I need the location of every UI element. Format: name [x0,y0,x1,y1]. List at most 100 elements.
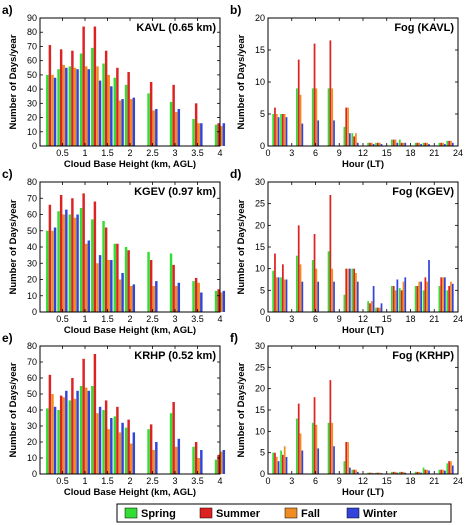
bar-fall-10 [197,282,200,312]
x-tick-label: 3 [172,476,177,486]
bar-summer-6 [116,243,119,312]
x-tick-label: 3 [172,148,177,158]
bar-fall-2 [299,94,302,146]
x-tick-label: 15 [382,314,392,324]
bar-summer-3 [82,358,85,474]
bar-spring-6 [351,268,354,312]
bar-summer-10 [400,290,403,312]
x-tick-label: 3.5 [191,314,204,324]
bar-summer-11 [416,142,419,146]
bar-fall-9 [175,446,178,474]
bar-summer-5 [104,227,108,312]
y-axis-label: Number of Days/year [8,199,19,294]
y-tick-label: 25 [255,362,265,372]
y-tick-label: 0 [32,307,37,317]
bar-winter-11 [222,450,226,474]
bar-summer-12 [424,277,427,312]
x-axis-label: Hour (LT) [342,487,384,498]
y-tick-label: 0 [32,141,37,151]
bar-spring-7 [367,301,369,312]
bar-winter-1 [285,279,288,312]
x-tick-label: 18 [405,476,415,486]
bar-winter-6 [356,471,359,474]
panel-letter: c) [2,167,13,181]
bar-winter-9 [177,438,181,474]
bar-winter-11 [420,144,422,146]
y-tick-label: 0 [32,469,37,479]
bar-summer-3 [82,26,85,147]
bar-spring-5 [102,63,105,147]
x-tick-label: 21 [429,148,439,158]
x-tick-label: 15 [382,148,392,158]
bar-fall-7 [370,301,373,312]
legend-swatch-summer [199,507,213,519]
x-tick-label: 21 [429,476,439,486]
x-tick-label: 18 [405,148,415,158]
y-tick-label: 10 [255,426,265,436]
bar-fall-1 [62,64,65,146]
legend-label-summer: Summer [216,508,261,520]
bar-fall-3 [85,66,88,146]
bar-spring-12 [422,290,425,312]
bar-fall-14 [450,140,452,146]
y-tick-label: 30 [27,258,37,268]
bar-fall-11 [220,292,223,312]
x-tick-label: 3 [289,476,294,486]
x-tick-label: 4 [217,314,222,324]
legend: Spring Summer Fall Winter [116,503,452,523]
x-tick-label: 0.5 [56,148,69,158]
bar-summer-2 [71,378,74,474]
bar-spring-14 [446,140,449,146]
x-tick-label: 3 [289,314,294,324]
legend-label-winter: Winter [363,508,398,520]
y-tick-label: 60 [27,56,37,66]
x-tick-label: 4 [217,476,222,486]
bar-fall-6 [118,100,122,146]
y-tick-label: 5 [260,285,265,295]
bar-spring-1 [280,114,282,146]
bar-winter-5 [348,268,351,312]
bar-spring-13 [438,142,441,146]
bar-winter-0 [53,77,57,146]
bar-spring-2 [68,214,72,312]
bar-fall-4 [96,66,99,146]
bar-winter-2 [301,123,304,146]
bar-fall-4 [96,413,99,474]
bar-spring-0 [46,230,49,312]
x-tick-label: 12 [358,314,368,324]
panel-letter: f) [230,331,238,345]
legend-swatch-winter [346,507,360,519]
bar-winter-13 [443,144,446,146]
bar-spring-1 [280,450,282,474]
bar-winter-5 [110,260,113,312]
x-tick-label: 0.5 [56,476,69,486]
y-tick-label: 20 [27,437,37,447]
bar-spring-9 [169,413,173,474]
x-tick-label: 6 [313,314,318,324]
panel-5: 0 10 20 30 40 50 60 70 80 0.5 1 1.5 2 2.5 3 3.5 4 Cloud B… [2,331,226,498]
bar-winter-2 [301,281,304,312]
bar-winter-14 [451,283,454,312]
bar-winter-10 [404,142,407,146]
bar-winter-10 [404,277,407,312]
bar-fall-8 [378,307,381,312]
bar-winter-6 [121,99,124,146]
y-tick-label: 40 [27,84,37,94]
bar-summer-1 [282,454,284,474]
x-tick-label: 12 [358,148,368,158]
bar-spring-12 [422,142,425,146]
bar-spring-6 [113,416,117,474]
y-tick-label: 80 [27,177,37,187]
panel-6: 0 5 10 15 20 25 30 0 3 6 9 12 15 18 21 24 Hour (LT) Numbe… [230,331,463,498]
bar-summer-10 [400,471,403,474]
bar-winter-11 [420,472,422,474]
x-tick-label: 9 [337,314,342,324]
bar-winter-4 [98,406,102,474]
bar-summer-10 [194,442,198,474]
x-tick-label: 2.5 [146,148,159,158]
bar-spring-14 [446,290,449,312]
bar-winter-9 [396,472,399,474]
bar-spring-3 [311,422,314,474]
bar-spring-4 [91,47,94,147]
